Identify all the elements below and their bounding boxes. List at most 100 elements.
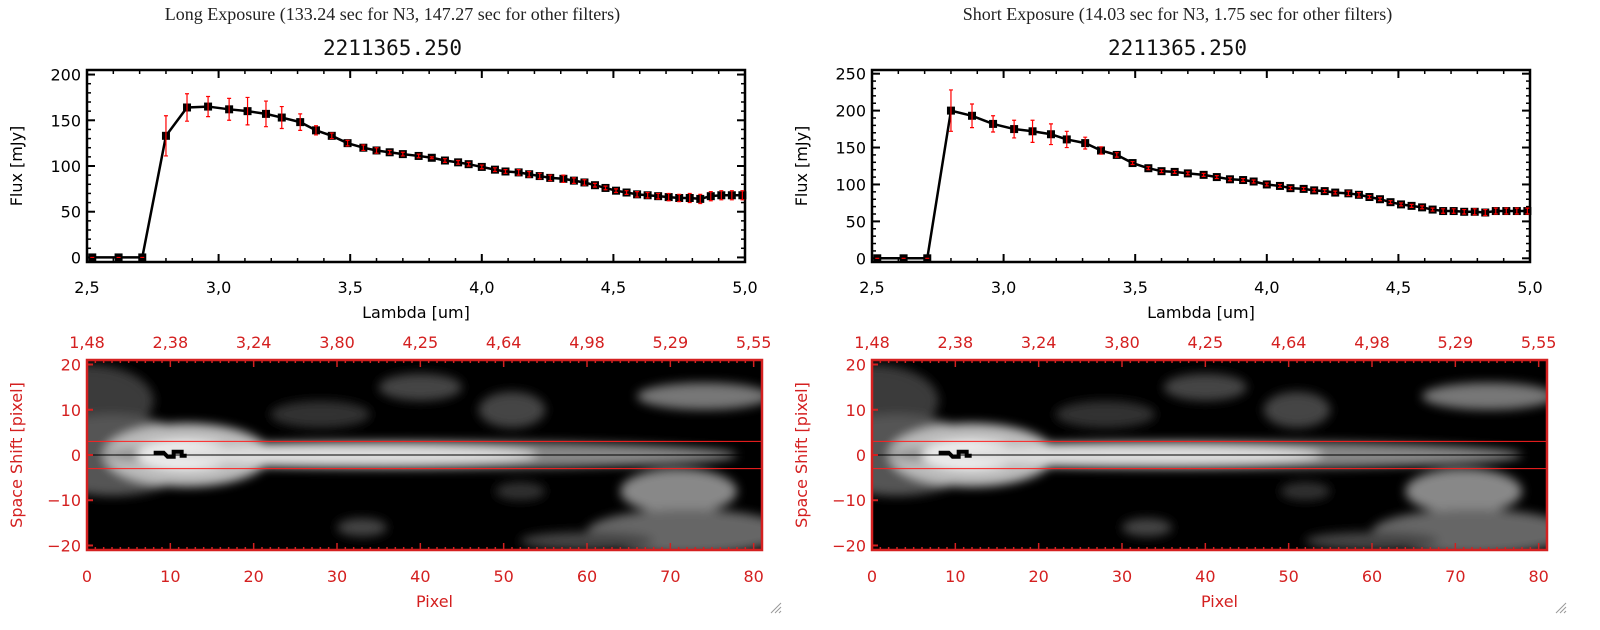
y-tick-label: −10 [47,491,81,510]
error-bar [1012,119,1017,139]
error-bar [1409,203,1414,208]
source-blob [495,482,546,501]
y-axis-label: Flux [mJy] [7,126,26,207]
error-bar [503,169,508,174]
error-bar [466,161,471,167]
y-tick-label: 150 [835,139,866,158]
x-tick-label: 4,0 [469,278,494,297]
error-bar [1064,130,1069,149]
error-bar [1493,207,1498,215]
spectral-image: 0 10 20 30 40 50 60 70 80 1,48 2,38 3,24 3,80 4,25 4,6… [792,333,1557,611]
error-bar [1322,189,1327,194]
source-blob [1305,531,1439,550]
top-wavelength-label: 4,98 [1354,333,1390,352]
spectrum-plot: 2,5 3,0 3,5 4,0 4,5 5,0 0 50 100 150 200 250 Lambda … [792,65,1543,322]
y-tick-label: 0 [856,446,866,465]
x-tick-label: 4,0 [1254,278,1279,297]
error-bar [1083,136,1088,150]
y-tick-label: 0 [71,446,81,465]
resize-grip-icon[interactable] [1553,600,1567,614]
y-tick-label: 0 [856,249,866,268]
y-tick-label: 20 [846,356,866,375]
error-bar [537,172,542,180]
y-tick-label: 50 [846,212,866,231]
plot-frame [85,68,747,264]
error-bar [163,115,168,157]
x-axis-label: Pixel [416,592,453,611]
object-title: 2211365.250 [322,36,463,60]
top-wavelength-label: 5,55 [1521,333,1557,352]
error-bar [1346,190,1351,197]
error-bar [561,174,566,184]
error-bar [548,174,553,182]
x-tick-label: 2,5 [859,278,884,297]
source-blob [1280,482,1331,501]
y-tick-label: 50 [61,203,81,222]
y-tick-label: 0 [71,248,81,267]
error-bar [1098,146,1103,155]
y-tick-label: 100 [50,157,81,176]
top-wavelength-label: 4,25 [1188,333,1224,352]
x-tick-label: 20 [1028,567,1048,586]
error-bar [687,192,692,204]
y-tick-label: 20 [61,356,81,375]
source-blob [478,391,546,428]
error-bar [1185,171,1190,176]
top-wavelength-label: 3,80 [319,333,355,352]
short-exposure-panel: Short Exposure (14.03 sec for N3, 1.75 s… [785,0,1570,630]
error-bar [1277,183,1282,189]
error-bar [416,153,421,159]
error-bar [206,95,211,118]
source-blob [620,468,738,514]
x-tick-label: 2,5 [74,278,99,297]
top-wavelength-label: 1,48 [69,333,105,352]
error-bar [1377,197,1382,202]
resize-grip-icon[interactable] [768,600,782,614]
error-bar [1048,123,1053,146]
error-bar [1504,207,1509,215]
error-bar [1441,208,1446,214]
top-wavelength-label: 5,29 [1438,333,1474,352]
x-tick-label: 40 [1195,567,1215,586]
source-blob [1405,468,1522,514]
error-bar [1399,202,1404,207]
y-tick-label: 200 [50,66,81,85]
error-bar [345,139,350,147]
top-wavelength-label: 5,55 [736,333,772,352]
y-tick-label: −20 [47,536,81,555]
error-bar [185,93,190,122]
source-blob [1055,400,1156,428]
x-tick-label: 50 [493,567,513,586]
x-tick-label: 3,0 [991,278,1016,297]
y-tick-label: −20 [832,536,866,555]
error-bar [313,125,318,136]
x-tick-label: 3,5 [1122,278,1147,297]
y-tick-label: 250 [835,65,866,84]
error-bar [571,177,576,184]
x-tick-label: 10 [945,567,965,586]
y-tick-label: 150 [50,111,81,130]
x-tick-label: 0 [82,567,92,586]
x-tick-label: 40 [410,567,430,586]
error-bar [1333,190,1338,195]
error-bar [1430,207,1435,212]
error-bar [582,179,587,186]
top-wavelength-label: 3,80 [1104,333,1140,352]
error-bar [527,170,532,178]
spectrum-line [92,105,743,259]
error-bar [227,97,232,121]
error-bar [948,89,953,132]
source-blob [1122,518,1172,537]
error-bar [708,191,713,202]
x-tick-label: 3,5 [337,278,362,297]
top-wavelength-label: 3,24 [236,333,272,352]
top-wavelength-label: 2,38 [153,333,189,352]
error-bar [429,156,434,160]
error-bar [970,103,975,129]
source-blob [637,382,762,410]
source-blob [337,518,387,537]
spectral-image: 0 10 20 30 40 50 60 70 80 1,48 2,38 3,24 3,80 4,25 4,6… [7,333,772,611]
error-bar [1462,208,1467,215]
error-bar [329,132,334,140]
top-wavelength-label: 2,38 [938,333,974,352]
